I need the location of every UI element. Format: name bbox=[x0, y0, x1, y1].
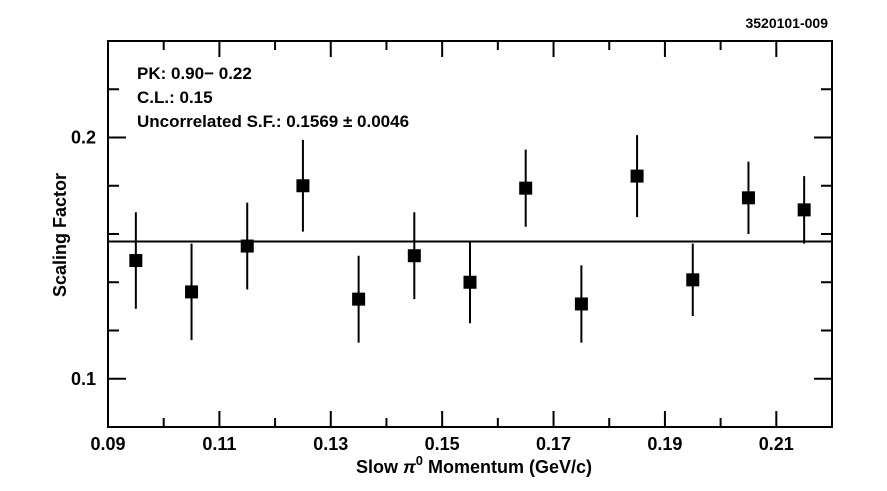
reference-id: 3520101-009 bbox=[745, 15, 828, 31]
data-point bbox=[296, 179, 310, 193]
x-tick-label: 0.13 bbox=[313, 434, 348, 454]
x-tick-label: 0.09 bbox=[90, 434, 125, 454]
data-point bbox=[574, 297, 588, 311]
data-point bbox=[630, 169, 644, 183]
annotation-uncorrelated-sf: Uncorrelated S.F.: 0.1569 ± 0.0046 bbox=[137, 112, 409, 131]
data-point bbox=[407, 249, 421, 263]
y-axis-label: Scaling Factor bbox=[50, 173, 70, 297]
data-point bbox=[185, 285, 199, 299]
plot-frame bbox=[107, 40, 833, 428]
axis-ticks bbox=[107, 40, 833, 428]
data-point bbox=[352, 292, 366, 306]
x-tick-label: 0.21 bbox=[759, 434, 794, 454]
annotation-cl: C.L.: 0.15 bbox=[137, 88, 213, 107]
data-point bbox=[686, 273, 700, 287]
data-points bbox=[129, 135, 811, 343]
x-axis-label: Slow π0 Momentum (GeV/c) bbox=[356, 453, 592, 477]
y-tick-label: 0.2 bbox=[71, 128, 96, 148]
x-tick-label: 0.17 bbox=[536, 434, 571, 454]
annotation-pk: PK: 0.90− 0.22 bbox=[137, 64, 252, 83]
data-point bbox=[240, 239, 254, 253]
data-point bbox=[797, 203, 811, 217]
x-tick-label: 0.19 bbox=[647, 434, 682, 454]
data-point bbox=[519, 181, 533, 195]
data-point bbox=[741, 191, 755, 205]
data-point bbox=[129, 254, 143, 268]
data-point bbox=[463, 275, 477, 289]
x-tick-label: 0.15 bbox=[425, 434, 460, 454]
y-tick-label: 0.1 bbox=[71, 369, 96, 389]
x-tick-label: 0.11 bbox=[202, 434, 236, 454]
tick-labels: 0.09 0.11 0.13 0.15 0.17 0.19 0.21 0.1 0.2 bbox=[71, 128, 794, 455]
